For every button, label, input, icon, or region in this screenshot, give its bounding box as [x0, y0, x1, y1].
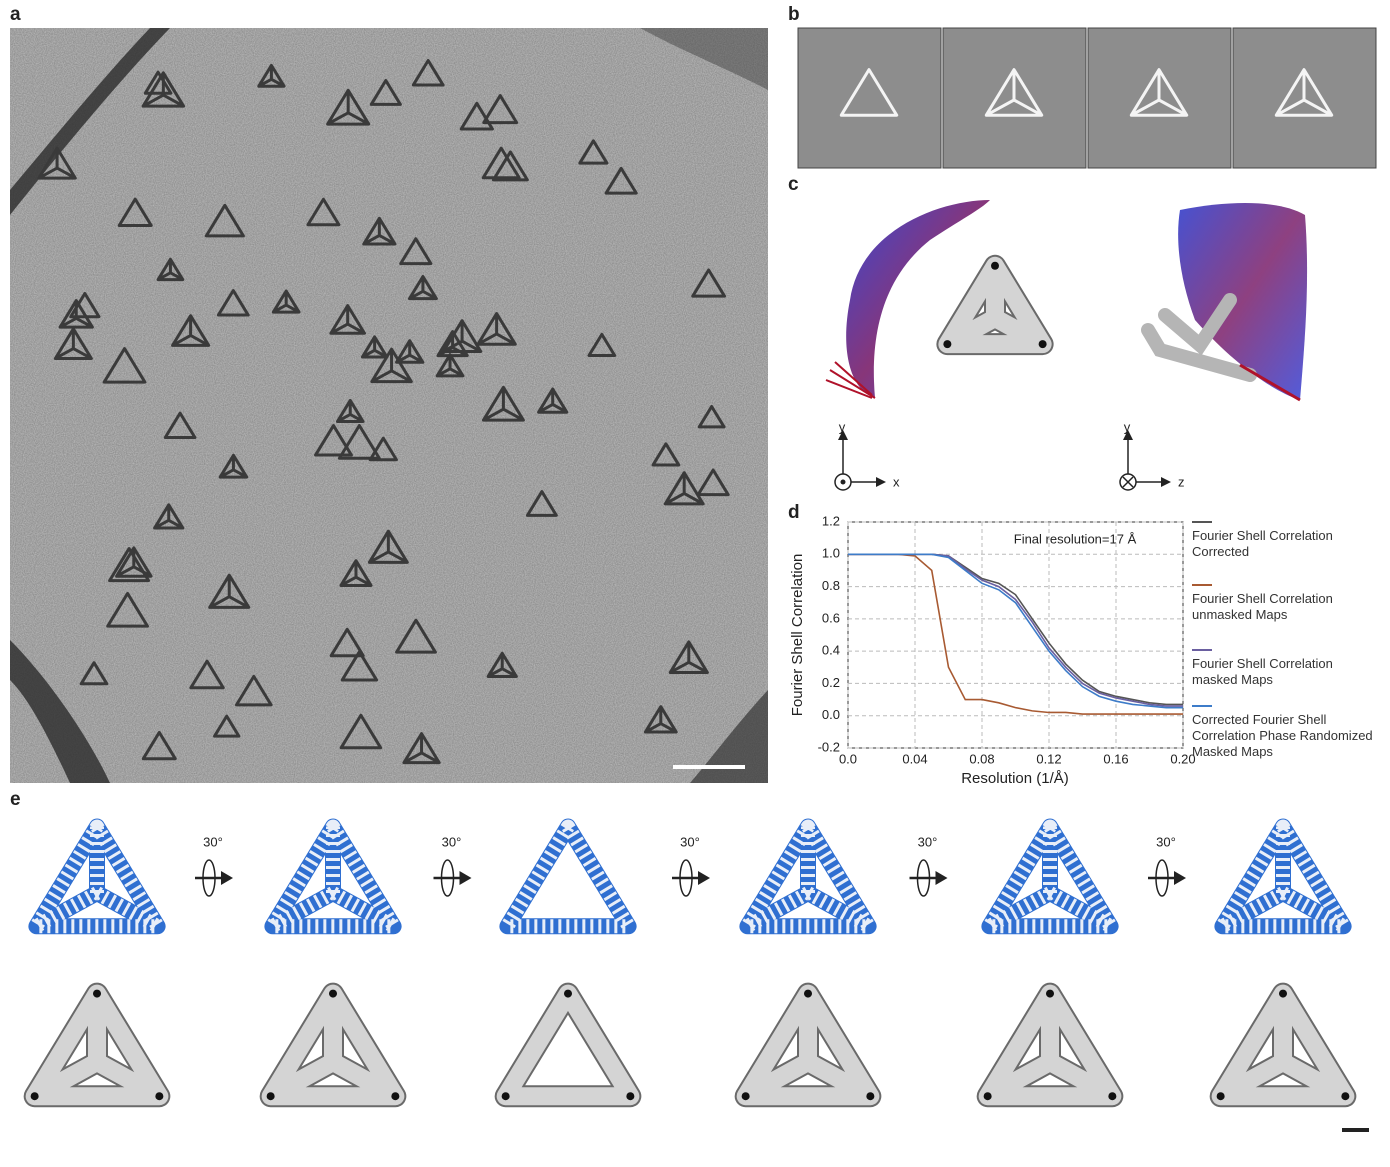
- vertex: [502, 1092, 510, 1100]
- vertex: [1217, 1092, 1225, 1100]
- legend-entry: Fourier Shell Correlation Corrected: [1192, 528, 1377, 560]
- arrow-head: [1161, 477, 1171, 487]
- tetrahedron: [943, 262, 1046, 348]
- x-tick-label: 0.0: [839, 751, 857, 766]
- y-tick-label: -0.2: [818, 739, 840, 754]
- y-tick-label: 0.4: [822, 643, 840, 658]
- tetrahedron: [507, 827, 628, 927]
- rotation-label: 30°: [918, 834, 938, 849]
- y-tick-label: 0.0: [822, 707, 840, 722]
- y-tick-label: 0.6: [822, 610, 840, 625]
- annotation: Final resolution=17 Å: [1014, 531, 1137, 546]
- legend-entry: Fourier Shell Correlation unmasked Maps: [1192, 591, 1377, 623]
- fsc-curve: [848, 554, 1183, 714]
- tetrahedron: [984, 990, 1117, 1101]
- vertex: [155, 1092, 163, 1100]
- axis-name: x: [893, 474, 900, 489]
- vertex: [1046, 990, 1054, 998]
- legend-entry: Corrected Fourier Shell Correlation Phas…: [1192, 712, 1377, 760]
- micrograph: [10, 28, 768, 783]
- arrow-head: [221, 871, 233, 885]
- fsc-chart: Final resolution=17 Å Resolution (1/Å) F…: [789, 513, 1212, 787]
- tetrahedron: [742, 990, 875, 1101]
- tetrahedron: [272, 827, 393, 927]
- rotation-label: 30°: [680, 834, 700, 849]
- panel-label: d: [788, 502, 800, 523]
- fsc-curve: [848, 554, 1183, 707]
- x-tick-label: 0.12: [1036, 751, 1061, 766]
- vertex: [1108, 1092, 1116, 1100]
- axis-name: y: [839, 419, 846, 434]
- vertex: [1341, 1092, 1349, 1100]
- tetrahedron: [747, 827, 868, 927]
- tetrahedron-map: [943, 262, 1046, 348]
- panel-label: b: [788, 4, 800, 25]
- x-tick-label: 0.04: [902, 751, 927, 766]
- dot: [841, 480, 846, 485]
- arrow-head: [936, 871, 948, 885]
- vertex: [943, 340, 951, 348]
- figure: y x y z Final resolution=17 Å Resolution (1…: [0, 0, 1390, 1167]
- vertex: [804, 990, 812, 998]
- vertex: [866, 1092, 874, 1100]
- rotation-label: 30°: [203, 834, 223, 849]
- vertex: [329, 990, 337, 998]
- legend-entry: Fourier Shell Correlation masked Maps: [1192, 656, 1377, 688]
- y-tick-label: 1.0: [822, 546, 840, 561]
- tetrahedron: [267, 990, 400, 1101]
- y-axis-label: Fourier Shell Correlation: [789, 554, 806, 717]
- x-tick-label: 0.16: [1103, 751, 1128, 766]
- tetrahedron-views: 30° 30° 30° 30° 30°: [31, 827, 1350, 1101]
- vertex: [984, 1092, 992, 1100]
- fsc-curve: [848, 554, 1183, 704]
- figure-canvas: y x y z Final resolution=17 Å Resolution (1…: [0, 0, 1390, 1167]
- y-tick-label: 0.2: [822, 675, 840, 690]
- vertex: [1279, 990, 1287, 998]
- vertex: [742, 1092, 750, 1100]
- scale-bar: [1342, 1128, 1369, 1132]
- tetrahedron: [31, 990, 164, 1101]
- vertex: [267, 1092, 275, 1100]
- arrow-head: [1174, 871, 1186, 885]
- y-tick-label: 0.8: [822, 578, 840, 593]
- angular-distribution: [826, 200, 1307, 400]
- rotation-label: 30°: [1156, 834, 1176, 849]
- x-tick-label: 0.08: [969, 751, 994, 766]
- arrow-head: [698, 871, 710, 885]
- arrow-head: [876, 477, 886, 487]
- tetrahedron: [1222, 827, 1343, 927]
- tetrahedron: [1217, 990, 1350, 1101]
- rotation-label: 30°: [442, 834, 462, 849]
- y-tick-label: 1.2: [822, 513, 840, 528]
- tetrahedron: [989, 827, 1110, 927]
- panel-label: e: [10, 789, 21, 810]
- panel-label: c: [788, 174, 799, 195]
- vertex: [626, 1092, 634, 1100]
- vertex: [391, 1092, 399, 1100]
- scale-bar: [673, 765, 745, 769]
- vertex: [1039, 340, 1047, 348]
- tetrahedron: [502, 990, 635, 1101]
- arrow-head: [460, 871, 472, 885]
- panel-label: a: [10, 4, 21, 25]
- class-averages: [798, 28, 1376, 168]
- axis-name: y: [1124, 419, 1131, 434]
- vertex: [31, 1092, 39, 1100]
- tetrahedron: [36, 827, 157, 927]
- x-axis-label: Resolution (1/Å): [961, 770, 1069, 787]
- axis-name: z: [1178, 474, 1185, 489]
- axis-glyphs: y x y z: [835, 419, 1185, 490]
- edge: [947, 266, 1042, 344]
- vertex: [93, 990, 101, 998]
- vertex: [991, 262, 999, 270]
- vertex: [564, 990, 572, 998]
- edge: [507, 827, 628, 927]
- class-average: [798, 28, 941, 168]
